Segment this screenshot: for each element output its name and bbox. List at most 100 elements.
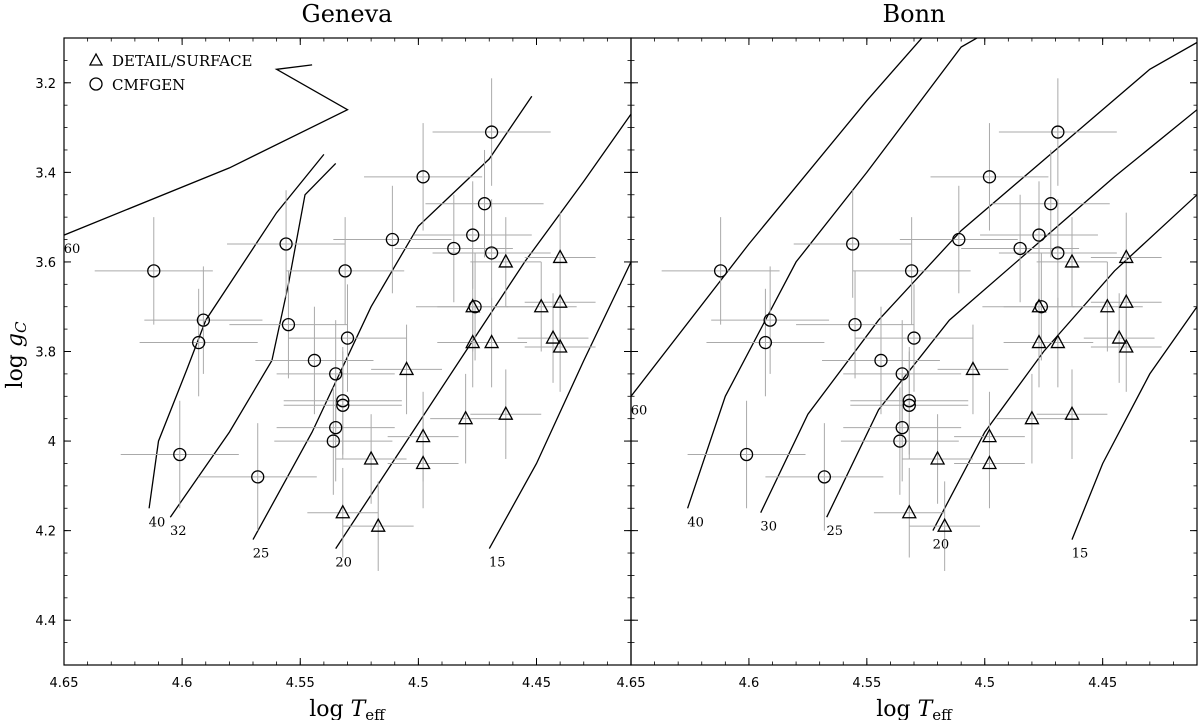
cmfgen-point [952, 232, 966, 247]
panel-bonn: 4.65 4.6 4.55 4.5 4.45 60 40 30 25 20 15 [617, 37, 1198, 691]
panel-geneva: 4.65 4.6 4.55 4.5 4.45 3.2 3.4 3.6 3.8 4 4.2 4.4 60 4… [35, 37, 632, 691]
cmfgen-point [336, 394, 350, 408]
track-label-40: 40 [687, 515, 704, 530]
x-tick-label: 4.65 [50, 676, 79, 691]
cmfgen-point [895, 420, 909, 435]
track-30 [760, 41, 1197, 513]
x-tick-label: 4.65 [617, 676, 646, 691]
track-40 [686, 38, 979, 509]
cmfgen-point [874, 353, 888, 368]
cmfgen-point [1051, 246, 1065, 260]
cmfgen-point [484, 246, 499, 260]
detail-surface-point [1064, 405, 1080, 420]
detail-surface-point [498, 405, 514, 420]
detail-surface-point [1111, 329, 1127, 344]
cmfgen-point [329, 367, 343, 381]
detail-surface-point [335, 504, 351, 519]
track-label-60: 60 [631, 403, 648, 418]
detail-surface-point [981, 428, 998, 443]
track-label-20: 20 [933, 538, 950, 553]
track-20 [335, 113, 631, 549]
y-axis-label: log gC [3, 321, 30, 388]
cmfgen-point [1044, 197, 1058, 211]
cmfgen-point [713, 264, 728, 278]
cmfgen-point [895, 367, 909, 381]
cmfgen-point [340, 331, 355, 345]
y-tick-label: 4.2 [35, 525, 56, 540]
track-15 [488, 261, 631, 549]
detail-surface-point [398, 361, 415, 376]
track-label-32: 32 [170, 524, 187, 539]
detail-surface-point [1064, 253, 1080, 268]
cmfgen-point [758, 335, 773, 350]
detail-surface-point [1118, 293, 1134, 308]
detail-surface-point [552, 249, 568, 264]
legend-label-cmfgen: CMFGEN [112, 76, 185, 94]
track-label-15: 15 [1072, 547, 1089, 562]
svg-text:log gC: log gC [3, 321, 30, 388]
x-tick-label: 4.6 [739, 676, 760, 691]
legend: DETAIL/SURFACE CMFGEN [88, 52, 253, 94]
detail-surface-point [1050, 334, 1066, 349]
legend-label-detail-surface: DETAIL/SURFACE [112, 52, 253, 70]
cmfgen-point [1051, 125, 1065, 139]
svg-text:log Teff: log Teff [876, 697, 953, 720]
cmfgen-point [281, 317, 296, 332]
detail-surface-point [370, 517, 386, 532]
y-tick-label: 3.8 [35, 346, 56, 361]
track-label-60: 60 [64, 242, 81, 257]
cmfgen-point [192, 335, 206, 350]
detail-surface-point [1118, 249, 1134, 264]
cmfgen-point [477, 197, 492, 211]
cmfgen-point [326, 434, 340, 448]
cmfgen-point [385, 232, 400, 247]
track-15 [1071, 306, 1197, 540]
plot-area [64, 64, 631, 571]
y-tick-label: 4 [48, 435, 56, 450]
cmfgen-point [893, 434, 907, 448]
x-tick-label: 4.55 [286, 676, 315, 691]
detail-surface-point [1118, 338, 1134, 353]
detail-surface-point [415, 455, 431, 470]
cmfgen-point [982, 170, 997, 184]
cmfgen-point [739, 447, 754, 462]
cmfgen-point [173, 447, 187, 462]
y-tick-label: 3.4 [35, 166, 56, 181]
detail-surface-point [901, 504, 917, 519]
cmfgen-point [902, 398, 916, 412]
panel-title-bonn: Bonn [883, 0, 946, 28]
x-tick-label: 4.45 [522, 676, 551, 691]
track-40 [148, 153, 325, 509]
x-tick-label: 4.6 [172, 676, 193, 691]
cmfgen-point [1034, 300, 1048, 314]
cmfgen-point [329, 420, 343, 435]
track-label-25: 25 [826, 524, 843, 539]
cmfgen-point [447, 241, 461, 256]
track-32 [169, 162, 337, 518]
y-tick-label: 4.4 [35, 614, 56, 629]
track-25 [826, 109, 1197, 518]
detail-surface-point [465, 334, 481, 349]
detail-surface-point [498, 253, 514, 268]
track-60 [631, 38, 923, 397]
detail-surface-point [458, 410, 474, 425]
detail-surface-point [552, 293, 568, 308]
track-20 [932, 194, 1197, 531]
x-tick-label: 4.5 [974, 676, 995, 691]
cmfgen-point [1032, 228, 1046, 242]
y-tick-label: 3.2 [35, 77, 56, 92]
legend-circle-icon [89, 77, 103, 91]
track-60 [64, 64, 349, 236]
detail-surface-point [533, 298, 549, 313]
detail-surface-point [545, 329, 561, 344]
cmfgen-point [1013, 241, 1027, 256]
cmfgen-point [468, 300, 482, 314]
cmfgen-point [307, 353, 322, 368]
track-label-40: 40 [149, 515, 166, 530]
cmfgen-point [484, 125, 499, 139]
x-tick-label: 4.5 [408, 676, 429, 691]
track-label-20: 20 [335, 556, 352, 571]
x-tick-label: 4.45 [1088, 676, 1117, 691]
x-axis-label-left: log Teff [309, 697, 386, 720]
